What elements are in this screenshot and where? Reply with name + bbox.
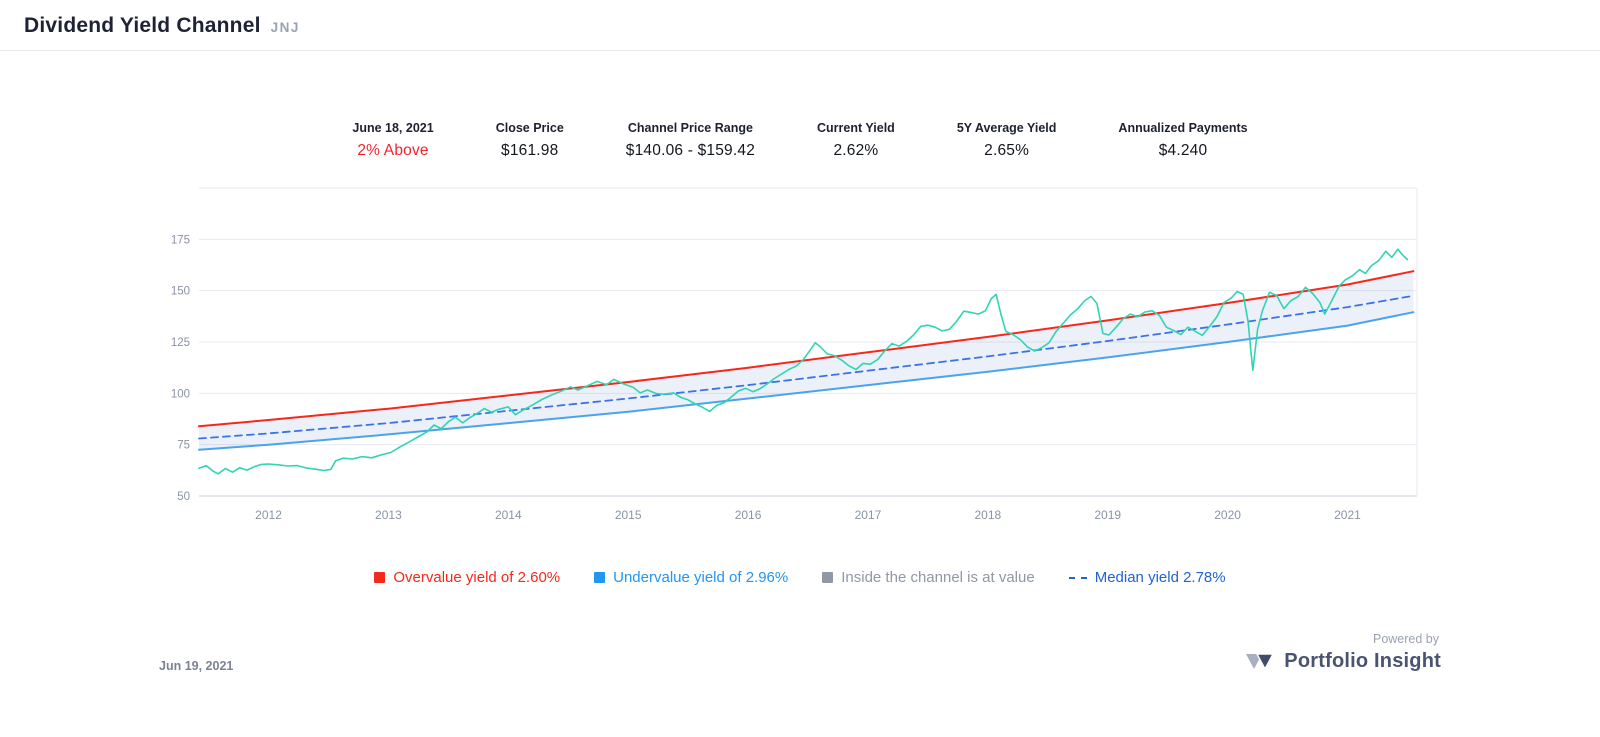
svg-text:2014: 2014: [495, 508, 522, 522]
svg-text:175: 175: [171, 234, 190, 246]
stat-value-status: 2% Above: [357, 142, 429, 159]
inside-channel-swatch-icon: [822, 572, 834, 583]
legend-overvalue-label: Overvalue yield of 2.60%: [393, 569, 561, 586]
report-date: Jun 19, 2021: [159, 659, 234, 673]
stat-label: 5Y Average Yield: [956, 121, 1057, 135]
stat-label: Annualized Payments: [1118, 121, 1248, 135]
svg-text:2020: 2020: [1214, 508, 1241, 522]
stat-label: Channel Price Range: [627, 121, 753, 135]
svg-text:2012: 2012: [255, 508, 282, 522]
stat-label: June 18, 2021: [352, 121, 434, 135]
svg-text:125: 125: [171, 337, 190, 349]
stat-label: Current Yield: [817, 121, 895, 135]
stat-5y-average-yield: 5Y Average Yield 2.65%: [957, 121, 1057, 160]
chart-legend: Overvalue yield of 2.60% Undervalue yiel…: [145, 569, 1455, 586]
legend-overvalue[interactable]: Overvalue yield of 2.60%: [374, 569, 560, 586]
svg-text:50: 50: [177, 491, 190, 503]
dividend-yield-chart[interactable]: 50 75 100 125 150 175 2012 2013 2014 2015 2016 2017…: [153, 178, 1423, 540]
stat-current-yield: Current Yield 2.62%: [817, 121, 895, 160]
median-dash-icon: [1068, 576, 1087, 579]
stat-channel-range: Channel Price Range $140.06 - $159.42: [626, 121, 755, 160]
powered-by-block: Powered by Portfolio Insight: [1245, 632, 1441, 673]
stat-value-channel-range: $140.06 - $159.42: [625, 142, 756, 159]
stat-value-close-price: $161.98: [501, 142, 559, 159]
undervalue-swatch-icon: [594, 572, 606, 583]
svg-text:2021: 2021: [1334, 508, 1361, 522]
brand-name: Portfolio Insight: [1284, 650, 1441, 672]
page-title: Dividend Yield Channel: [24, 14, 261, 37]
powered-by-label: Powered by: [1372, 632, 1439, 646]
svg-text:2017: 2017: [855, 508, 882, 522]
main-content: June 18, 2021 2% Above Close Price $161.…: [145, 121, 1455, 701]
legend-inside-channel-label: Inside the channel is at value: [841, 569, 1035, 586]
legend-median-label: Median yield 2.78%: [1094, 569, 1226, 586]
stat-label: Close Price: [495, 121, 564, 135]
legend-undervalue[interactable]: Undervalue yield of 2.96%: [594, 569, 788, 586]
brand-link[interactable]: Portfolio Insight: [1245, 650, 1441, 673]
stat-value-annualized-payments: $4.240: [1158, 142, 1208, 159]
legend-median[interactable]: Median yield 2.78%: [1068, 569, 1226, 586]
portfolio-insight-logo-icon: [1246, 653, 1275, 671]
svg-text:2018: 2018: [974, 508, 1001, 522]
legend-inside-channel[interactable]: Inside the channel is at value: [822, 569, 1035, 586]
stat-close-price: Close Price $161.98: [496, 121, 564, 160]
svg-text:75: 75: [177, 440, 190, 452]
svg-text:100: 100: [171, 388, 190, 400]
app-header: Dividend Yield Channel JNJ: [0, 0, 1600, 51]
svg-text:2016: 2016: [735, 508, 762, 522]
stat-value-current-yield: 2.62%: [833, 142, 879, 159]
svg-text:2015: 2015: [615, 508, 642, 522]
legend-undervalue-label: Undervalue yield of 2.96%: [613, 569, 789, 586]
stat-annualized-payments: Annualized Payments $4.240: [1118, 121, 1247, 160]
svg-text:150: 150: [171, 286, 190, 298]
svg-text:2019: 2019: [1094, 508, 1121, 522]
footer: Jun 19, 2021 Powered by Portfolio Insigh…: [145, 632, 1455, 701]
stat-value-5y-average-yield: 2.65%: [984, 142, 1030, 159]
overvalue-swatch-icon: [374, 572, 386, 583]
svg-text:2013: 2013: [375, 508, 402, 522]
stats-row: June 18, 2021 2% Above Close Price $161.…: [145, 121, 1455, 160]
ticker-symbol: JNJ: [270, 20, 300, 35]
stat-date-status: June 18, 2021 2% Above: [352, 121, 433, 160]
chart-area: 50 75 100 125 150 175 2012 2013 2014 2015 2016 2017…: [145, 178, 1455, 545]
